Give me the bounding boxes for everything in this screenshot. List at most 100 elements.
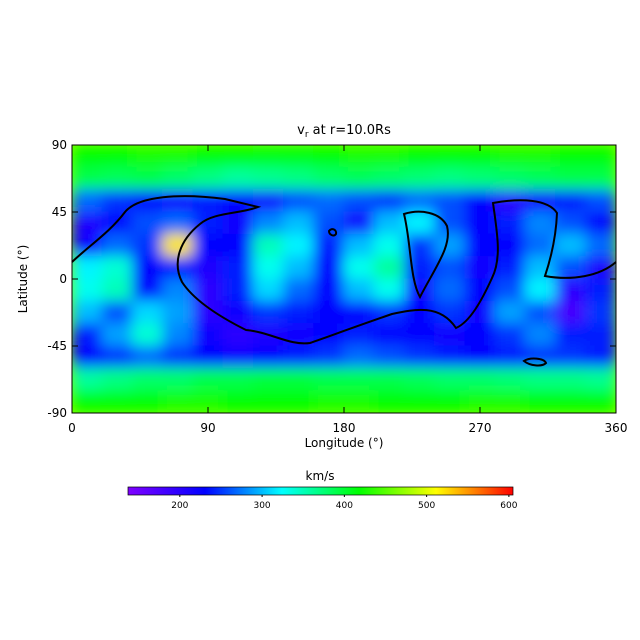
heatmap-cell: [283, 300, 315, 325]
heatmap-cell: [524, 166, 557, 191]
heatmap-cell: [403, 233, 436, 258]
title-sub: r: [305, 130, 309, 140]
heatmap-cell: [192, 345, 224, 369]
colorbar-tick-label: 500: [418, 501, 435, 511]
heatmap-cell: [283, 278, 315, 302]
heatmap-cell: [555, 390, 587, 413]
heatmap-cell: [403, 211, 436, 235]
colorbar-label: km/s: [306, 469, 335, 483]
heatmap-cell: [343, 256, 375, 280]
heatmap-cell: [403, 145, 436, 168]
heatmap-cell: [524, 323, 557, 347]
heatmap-cell: [585, 278, 616, 302]
plot-area: [72, 145, 616, 413]
y-axis-label: Latitude (°): [16, 245, 30, 314]
heatmap-cell: [464, 345, 496, 369]
heatmap-cell: [403, 390, 436, 413]
heatmap-cell: [131, 211, 164, 235]
heatmap-cell: [373, 145, 405, 168]
heatmap-cell: [464, 323, 496, 347]
heatmap-cell: [101, 256, 133, 280]
heatmap-cell: [494, 145, 526, 168]
heatmap-cell: [222, 166, 254, 191]
heatmap-cell: [162, 189, 194, 213]
heatmap-cell: [252, 390, 285, 413]
heatmap-cell: [373, 278, 405, 302]
heatmap-cell: [555, 256, 587, 280]
heatmap-cell: [162, 300, 194, 325]
heatmap-cell: [524, 189, 557, 213]
heatmap-cell: [162, 145, 194, 168]
heatmap-cell: [585, 189, 616, 213]
heatmap-cell: [313, 345, 345, 369]
y-tick-label: -90: [47, 406, 67, 420]
heatmap-cell: [403, 367, 436, 392]
heatmap-cell: [585, 233, 616, 258]
heatmap-cell: [72, 211, 103, 235]
y-tick-label: 90: [52, 138, 67, 152]
heatmap-cell: [494, 256, 526, 280]
heatmap-cell: [222, 145, 254, 168]
heatmap-cell: [555, 300, 587, 325]
heatmap-cell: [494, 278, 526, 302]
x-tick-label: 90: [200, 421, 215, 435]
heatmap-cell: [585, 367, 616, 392]
heatmap-cell: [524, 233, 557, 258]
heatmap-cell: [464, 211, 496, 235]
y-tick-label: 45: [52, 205, 67, 219]
x-tick-label: 360: [605, 421, 628, 435]
heatmap-cell: [343, 345, 375, 369]
heatmap-cell: [131, 345, 164, 369]
heatmap-cell: [101, 233, 133, 258]
heatmap-cell: [585, 345, 616, 369]
heatmap-cell: [252, 211, 285, 235]
x-tick-label: 180: [333, 421, 356, 435]
heatmap-cell: [131, 256, 164, 280]
heatmap-cell: [131, 278, 164, 302]
heatmap-cell: [72, 145, 103, 168]
heatmap-cell: [585, 390, 616, 413]
heatmap-cell: [101, 278, 133, 302]
heatmap-cell: [222, 345, 254, 369]
heatmap-cell: [283, 233, 315, 258]
heatmap-cell: [252, 367, 285, 392]
axes: 0 90 180 270 360 -90 -45 0 45 90 200 300 400 500 600: [47, 138, 627, 511]
heatmap-cell: [555, 278, 587, 302]
heatmap-cell: [72, 367, 103, 392]
heatmap-cell: [313, 211, 345, 235]
heatmap-cell: [494, 390, 526, 413]
colorbar-tick-label: 300: [253, 501, 270, 511]
heatmap-cell: [464, 390, 496, 413]
heatmap-cell: [283, 256, 315, 280]
heatmap-cell: [343, 367, 375, 392]
heatmap-cell: [252, 233, 285, 258]
heatmap-cell: [72, 300, 103, 325]
heatmap-cell: [494, 211, 526, 235]
heatmap-cell: [313, 166, 345, 191]
contour: [71, 195, 617, 345]
heatmap-cell: [192, 145, 224, 168]
heatmap-cell: [283, 367, 315, 392]
heatmap-cell: [434, 145, 466, 168]
heatmap-cell: [252, 256, 285, 280]
heatmap-cell: [494, 323, 526, 347]
heatmap-cell: [555, 345, 587, 369]
heatmap-cell: [373, 367, 405, 392]
heatmap-cell: [373, 323, 405, 347]
heatmap-cell: [524, 345, 557, 369]
heatmap-cell: [222, 300, 254, 325]
heatmap-cell: [434, 367, 466, 392]
heatmap-cell: [434, 166, 466, 191]
heatmap-cell: [343, 145, 375, 168]
heatmap-cell: [555, 189, 587, 213]
contour: [327, 228, 338, 237]
heatmap-cell: [72, 390, 103, 413]
heatmap-cell: [162, 345, 194, 369]
title-rest: at r=10.0Rs: [309, 123, 392, 138]
heatmap-cell: [494, 367, 526, 392]
heatmap-cell: [494, 233, 526, 258]
heatmap-cell: [464, 166, 496, 191]
heatmap-cell: [101, 145, 133, 168]
heatmap-cell: [585, 145, 616, 168]
heatmap-cell: [192, 323, 224, 347]
